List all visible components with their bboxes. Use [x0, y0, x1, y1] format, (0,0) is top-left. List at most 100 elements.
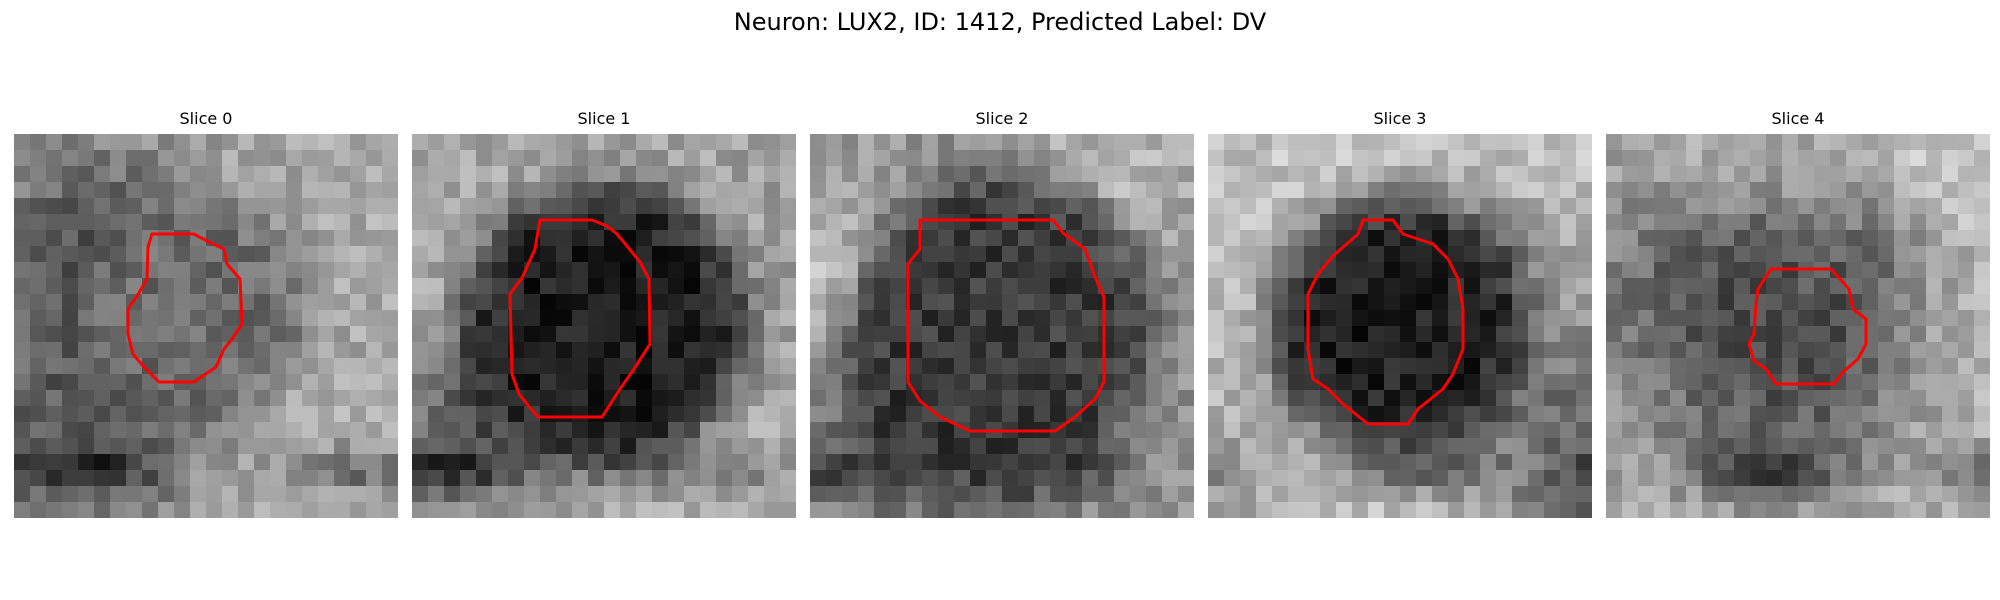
pixel [524, 486, 541, 503]
pixel [1416, 422, 1433, 439]
pixel [1224, 326, 1241, 343]
pixel [302, 374, 319, 391]
pixel [318, 198, 335, 215]
pixel [620, 310, 637, 327]
pixel [508, 422, 525, 439]
pixel [1686, 470, 1703, 487]
pixel [1066, 326, 1083, 343]
pixel [492, 438, 509, 455]
pixel [1670, 150, 1687, 167]
pixel [334, 502, 351, 518]
pixel [732, 198, 749, 215]
pixel [1352, 454, 1369, 471]
pixel [1368, 310, 1385, 327]
pixel [970, 230, 987, 247]
pixel [1304, 438, 1321, 455]
pixel [190, 310, 207, 327]
pixel [1384, 198, 1401, 215]
pixel [716, 214, 733, 231]
pixel [1974, 150, 1990, 167]
pixel [1830, 486, 1847, 503]
pixel [1766, 310, 1783, 327]
pixel [700, 454, 717, 471]
pixel [938, 134, 955, 151]
pixel [1798, 214, 1815, 231]
pixel [1512, 166, 1529, 183]
pixel [110, 166, 127, 183]
pixel [1894, 262, 1911, 279]
pixel [444, 214, 461, 231]
pixel [700, 182, 717, 199]
pixel [1162, 150, 1179, 167]
pixel [922, 390, 939, 407]
pixel [1496, 406, 1513, 423]
pixel [1670, 358, 1687, 375]
pixel [158, 230, 175, 247]
pixel [1114, 326, 1131, 343]
slice-pixels-3 [1208, 134, 1592, 518]
pixel [206, 422, 223, 439]
pixel [652, 502, 669, 518]
pixel [46, 502, 63, 518]
pixel [1622, 374, 1639, 391]
pixel [350, 374, 367, 391]
pixel [826, 486, 843, 503]
pixel [970, 198, 987, 215]
pixel [460, 278, 477, 295]
pixel [1734, 486, 1751, 503]
pixel [572, 246, 589, 263]
pixel [954, 342, 971, 359]
pixel [1130, 326, 1147, 343]
pixel [1162, 422, 1179, 439]
pixel [1146, 278, 1163, 295]
pixel [334, 182, 351, 199]
pixel [1638, 390, 1655, 407]
pixel [286, 454, 303, 471]
pixel [764, 438, 781, 455]
pixel [286, 214, 303, 231]
pixel [700, 406, 717, 423]
pixel [1162, 438, 1179, 455]
pixel [1528, 358, 1545, 375]
pixel [938, 262, 955, 279]
pixel [1162, 454, 1179, 471]
pixel [572, 422, 589, 439]
pixel [588, 230, 605, 247]
pixel [366, 422, 383, 439]
pixel [1288, 214, 1305, 231]
pixel [1464, 214, 1481, 231]
pixel [556, 438, 573, 455]
pixel [428, 150, 445, 167]
pixel [1066, 486, 1083, 503]
pixel [492, 406, 509, 423]
pixel [62, 390, 79, 407]
pixel [1576, 486, 1592, 503]
pixel [1622, 294, 1639, 311]
pixel [764, 358, 781, 375]
pixel [62, 198, 79, 215]
pixel [1782, 374, 1799, 391]
pixel [1846, 502, 1863, 518]
slice-image-4 [1606, 134, 1990, 518]
pixel [1512, 310, 1529, 327]
pixel [858, 310, 875, 327]
pixel [1272, 182, 1289, 199]
pixel [1272, 454, 1289, 471]
pixel [1734, 470, 1751, 487]
pixel [1670, 134, 1687, 151]
pixel [1114, 486, 1131, 503]
pixel [1670, 166, 1687, 183]
pixel [652, 310, 669, 327]
pixel [1814, 438, 1831, 455]
pixel [1224, 198, 1241, 215]
pixel [858, 342, 875, 359]
pixel [1050, 262, 1067, 279]
pixel [780, 374, 796, 391]
pixel [684, 374, 701, 391]
pixel [1400, 502, 1417, 518]
pixel [780, 406, 796, 423]
pixel [1464, 150, 1481, 167]
pixel [826, 390, 843, 407]
pixel [1846, 470, 1863, 487]
pixel [1050, 470, 1067, 487]
